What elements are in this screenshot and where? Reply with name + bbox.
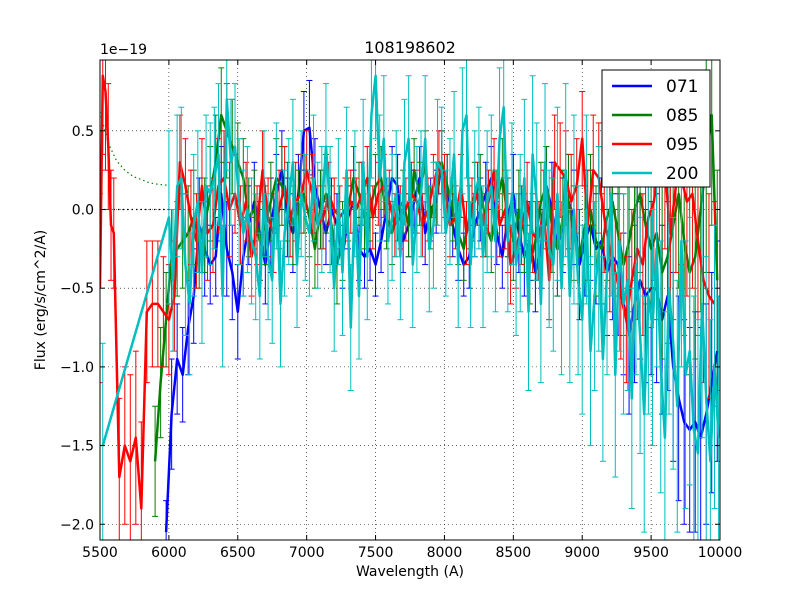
chart-title: 108198602 (364, 38, 456, 57)
y-tick-label: 0.0 (72, 203, 94, 219)
legend-label-095: 095 (666, 135, 698, 155)
x-tick-label: 9500 (633, 545, 669, 561)
y-axis-label: Flux (erg/s/cm^2/A) (33, 230, 49, 370)
x-tick-label: 8500 (496, 545, 532, 561)
x-tick-label: 6000 (151, 545, 187, 561)
series-layer (100, 60, 720, 540)
y-tick-label: −0.5 (60, 281, 94, 297)
x-tick-label: 5500 (82, 545, 118, 561)
x-tick-label: 7000 (289, 545, 325, 561)
x-tick-label: 9000 (564, 545, 600, 561)
plot-frame (99, 59, 721, 541)
y-tick-label: −1.5 (60, 439, 94, 455)
x-tick-label: 7500 (358, 545, 394, 561)
reference-layer (100, 111, 170, 211)
x-axis-label: Wavelength (A) (356, 564, 464, 580)
y-tick-label: −2.0 (60, 517, 94, 533)
series-200 (100, 60, 720, 540)
x-tick-label: 8000 (427, 545, 463, 561)
x-tick-label: 6500 (220, 545, 256, 561)
y-tick-label: 0.5 (72, 124, 94, 140)
tick-layer: 5500 6000 6500 7000 7500 8000 8500 9000 9500 1000… (60, 60, 742, 561)
legend-label-071: 071 (666, 77, 698, 97)
legend-label-200: 200 (666, 164, 698, 184)
legend-label-085: 085 (666, 106, 698, 126)
reference-dotted-green (100, 111, 170, 187)
y-offset-label: 1e−19 (100, 42, 147, 58)
x-tick-label: 10000 (698, 545, 743, 561)
legend-box (601, 69, 711, 188)
y-tick-label: −1.0 (60, 360, 94, 376)
legend: 071 085 095 200 (601, 69, 711, 188)
series-line-200 (101, 74, 720, 463)
